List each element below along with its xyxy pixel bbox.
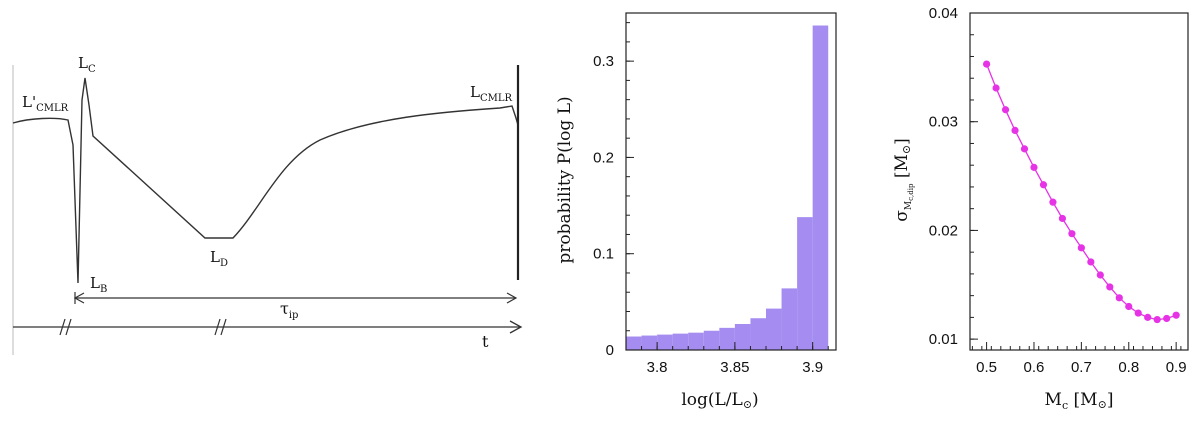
sigma-point: [982, 60, 991, 68]
sigma-line: [985, 63, 1177, 321]
sigma-point: [1001, 106, 1010, 114]
label-tau-ip: τip: [280, 299, 298, 321]
sigma-xlabel: Mc [M⊙]: [1045, 390, 1114, 412]
histogram-xlabel: log(L/L⊙): [681, 390, 758, 411]
sigma-point: [1106, 283, 1114, 291]
label-ld: LD: [210, 248, 228, 269]
histogram-bar: [734, 324, 751, 350]
sigma-point: [1068, 230, 1076, 238]
x-tick-label: 0.9: [1166, 359, 1187, 376]
label-lcmlr: LCMLR: [470, 83, 513, 104]
sigma-point: [1096, 271, 1104, 279]
histogram-bar: [626, 336, 642, 350]
lightcurve-panel: L'CMLR LC LCMLR LD LB τip t: [12, 54, 523, 355]
sigma-point: [1030, 163, 1038, 171]
sigma-ylabel: σMc,dip [M⊙]: [892, 138, 915, 222]
sigma-ticks: 0.5 0.6 0.7 0.8 0.9 0.01 0.02 0.03 0.04: [929, 5, 1187, 376]
label-lc: LC: [78, 54, 96, 75]
histogram-bar: [812, 25, 829, 350]
histogram-bar: [797, 217, 813, 350]
y-tick-label: 0.3: [593, 53, 614, 70]
x-tick-label: 3.85: [720, 359, 749, 376]
histogram-ylabel: probability P(log L): [555, 96, 575, 263]
label-lb: LB: [90, 274, 107, 295]
histogram-bar: [750, 318, 766, 350]
sigma-point: [992, 84, 1000, 92]
y-tick-label: 0.03: [929, 114, 958, 131]
y-tick-label: 0: [606, 342, 614, 359]
axis-break-mark: [220, 318, 227, 336]
y-tick-label: 0.02: [929, 222, 958, 239]
histogram-panel: 3.8 3.85 3.9 0 0.1 0.2 0.3 log(L/L⊙) probabili…: [555, 12, 837, 411]
time-axis-label: t: [482, 332, 489, 351]
x-tick-label: 3.8: [647, 359, 668, 376]
sigma-frame: [969, 12, 1189, 351]
y-tick-label: 0.04: [929, 5, 958, 22]
sigma-point: [1058, 214, 1067, 223]
sigma-point: [1125, 302, 1133, 311]
sigma-point: [1087, 258, 1095, 266]
histogram-bars: [626, 25, 829, 350]
y-tick-label: 0.1: [593, 246, 614, 263]
histogram-bar: [766, 308, 782, 350]
histogram-bar: [703, 330, 720, 350]
histogram-bar: [672, 333, 689, 350]
time-axis: [13, 318, 523, 336]
x-tick-label: 0.8: [1118, 359, 1139, 376]
histogram-bar: [641, 335, 658, 350]
sigma-point: [1153, 315, 1161, 324]
histogram-bar: [657, 334, 673, 350]
x-tick-label: 0.7: [1071, 359, 1092, 376]
y-tick-label: 0.01: [929, 331, 958, 348]
sigma-panel: 0.5 0.6 0.7 0.8 0.90.010.020.030.04 Mc [M⊙] …: [892, 5, 1189, 412]
x-tick-label: 3.9: [802, 359, 823, 376]
sigma-point: [1172, 311, 1180, 319]
sigma-point: [1134, 309, 1142, 317]
tau-ip-arrow: [73, 292, 518, 304]
x-tick-label: 0.5: [976, 359, 997, 376]
sigma-series: [982, 60, 1180, 324]
axis-break-mark: [59, 318, 66, 336]
lightcurve-line: [12, 77, 519, 284]
sigma-point: [1144, 313, 1152, 321]
histogram-frame: [625, 12, 837, 351]
sigma-point: [1115, 294, 1123, 302]
sigma-point: [1020, 145, 1029, 153]
sigma-point: [1011, 126, 1019, 135]
sigma-point: [1049, 198, 1057, 206]
sigma-point: [1077, 244, 1085, 252]
axis-break-mark: [65, 318, 72, 336]
sigma-point: [1039, 181, 1048, 189]
y-tick-label: 0.2: [593, 149, 614, 166]
histogram-bar: [719, 327, 735, 350]
label-lcmlr-prime: L'CMLR: [22, 93, 69, 114]
histogram-bar: [781, 288, 798, 350]
histogram-ticks: 3.8 3.85 3.9 0 0.1 0.2 0.3: [593, 22, 829, 376]
axis-break-mark: [214, 318, 221, 336]
sigma-point: [1163, 314, 1171, 323]
x-tick-label: 0.6: [1024, 359, 1045, 376]
histogram-bar: [688, 332, 704, 350]
